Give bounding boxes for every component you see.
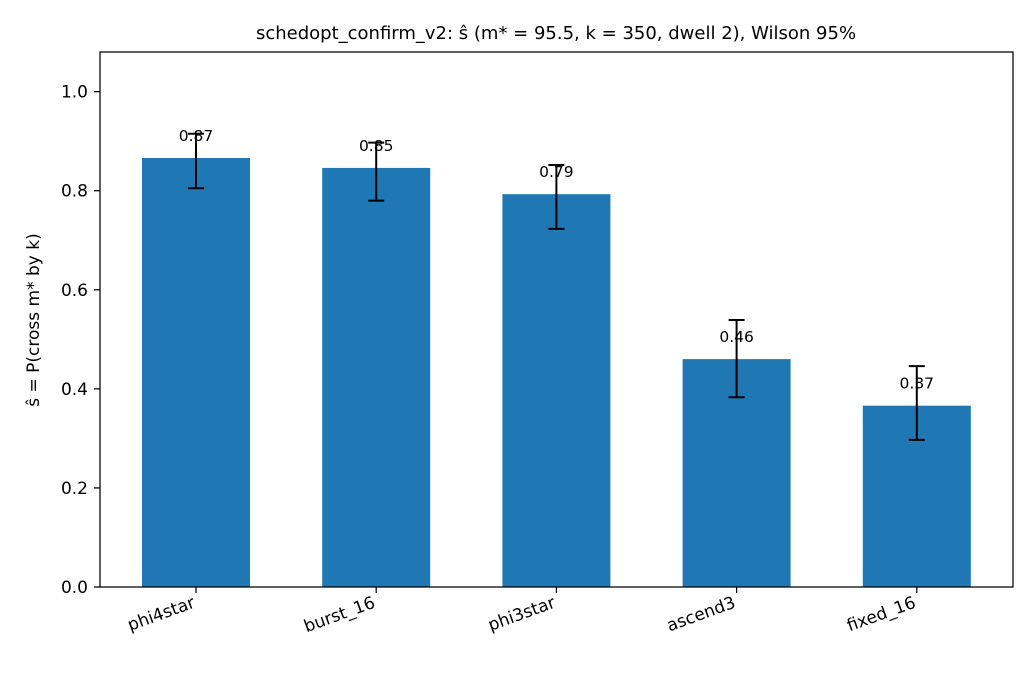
y-axis-ticks: 0.0 0.2 0.4 0.6 0.8 1.0 <box>61 83 100 598</box>
y-tick-label: 0.0 <box>61 578 88 598</box>
x-tick-label-phi3star: phi3star <box>485 593 558 636</box>
data-label-phi3star: 0.79 <box>539 163 574 181</box>
x-tick-label-burst_16: burst_16 <box>301 593 378 637</box>
data-label-ascend3: 0.46 <box>719 328 754 346</box>
data-label-fixed_16: 0.37 <box>900 375 935 393</box>
y-tick-label: 0.4 <box>61 380 88 400</box>
bar-phi4star <box>142 158 250 587</box>
bar-burst_16 <box>322 167 431 587</box>
x-axis-ticks: phi4star burst_16 phi3star ascend3 fixed_16 <box>125 587 919 637</box>
error-bars-layer <box>188 132 925 441</box>
x-tick-label-ascend3: ascend3 <box>664 593 738 636</box>
y-axis-label: ŝ = P(cross m* by k) <box>24 233 44 406</box>
chart-title: schedopt_confirm_v2: ŝ (m* = 95.5, k = 3… <box>256 23 856 44</box>
bar-phi3star <box>502 194 611 587</box>
y-tick-label: 1.0 <box>61 83 88 103</box>
x-tick-label-phi4star: phi4star <box>125 593 198 636</box>
data-label-phi4star: 0.87 <box>179 127 214 145</box>
x-tick-label-fixed_16: fixed_16 <box>844 593 918 636</box>
y-tick-label: 0.2 <box>61 479 88 499</box>
y-tick-label: 0.8 <box>61 182 88 202</box>
plot-area-frame <box>99 51 1014 588</box>
data-labels-layer: 0.87 0.85 0.79 0.46 0.37 <box>179 127 934 393</box>
y-tick-label: 0.6 <box>61 281 88 301</box>
data-label-burst_16: 0.85 <box>359 137 394 155</box>
